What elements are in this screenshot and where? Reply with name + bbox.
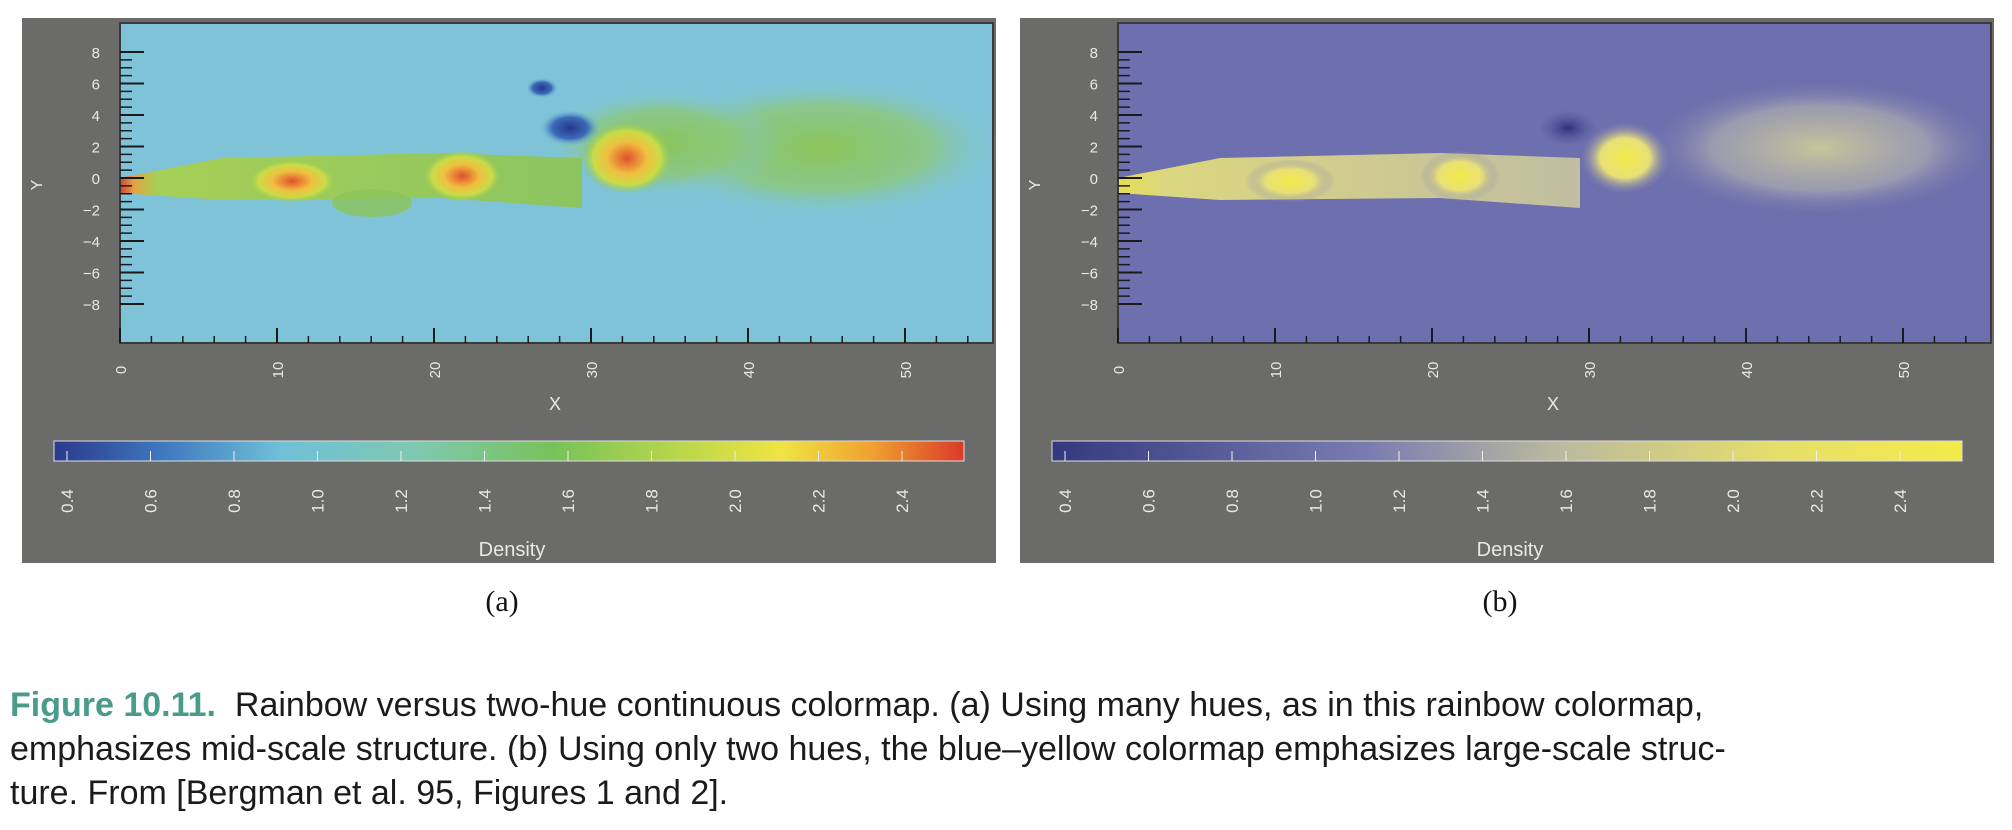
density-blob-b1 <box>1245 159 1335 203</box>
y-tick-label: −4 <box>83 234 100 251</box>
colorbar-tick-label: 0.8 <box>225 489 244 513</box>
x-tick-label: 30 <box>584 362 601 379</box>
y-tick-label: 4 <box>92 108 100 125</box>
colorbar-tick-label: 2.0 <box>726 489 745 513</box>
figure-caption: Figure 10.11. Rainbow versus two-hue con… <box>10 683 2005 815</box>
y-axis-label-a: Y <box>29 179 46 190</box>
x-tick-label: 40 <box>741 362 758 379</box>
colorbar-a <box>53 440 965 462</box>
x-tick-label: 0 <box>113 366 130 374</box>
colorbar-tick-label: 1.8 <box>643 489 662 513</box>
y-tick-label: 6 <box>92 77 100 94</box>
colorbar-tick-label: 1.4 <box>1474 489 1493 513</box>
colorbar-tick-label: 0.4 <box>1056 489 1075 513</box>
panel-a-rainbow-plot: 8 6 4 2 0 −2 −4 −6 −8 0 10 20 30 40 50 X Y 0.4 0.6 0.8 1.… <box>22 18 996 563</box>
y-tick-label: 4 <box>1090 108 1098 125</box>
y-tick-label: 6 <box>1090 77 1098 94</box>
vortex-low-a <box>540 110 600 146</box>
x-tick-label: 20 <box>427 362 444 379</box>
vortex-low-a2 <box>526 78 558 98</box>
wake-plume-b <box>1640 78 1994 218</box>
colorbar-tick-label: 0.4 <box>58 489 77 513</box>
density-blob-b2 <box>1420 150 1500 202</box>
colorbar-tick-label: 0.6 <box>142 489 161 513</box>
x-axis-label-a: X <box>549 394 561 414</box>
y-tick-label: 2 <box>1090 140 1098 157</box>
colorbar-tick-label: 2.2 <box>810 489 829 513</box>
density-blob-a2 <box>422 150 502 202</box>
density-lobe-a <box>332 189 412 217</box>
x-tick-label: 10 <box>1268 362 1285 379</box>
colorbar-label-a: Density <box>479 539 546 561</box>
x-tick-label: 0 <box>1111 366 1128 374</box>
colorbar-tick-label: 1.0 <box>309 489 328 513</box>
y-tick-label: 0 <box>92 171 100 188</box>
colorbar-b <box>1051 440 1963 462</box>
colorbar-ticks-a: 0.4 0.6 0.8 1.0 1.2 1.4 1.6 1.8 2.0 2.2 2.4 <box>58 451 912 513</box>
y-tick-label: 2 <box>92 140 100 157</box>
caption-line-2: emphasizes mid-scale structure. (b) Usin… <box>10 730 1726 768</box>
colorbar-tick-label: 0.6 <box>1140 489 1159 513</box>
vortex-low-b <box>1538 110 1598 146</box>
panel-b-blue-yellow-plot: 8 6 4 2 0 −2 −4 −6 −8 0 10 20 30 40 50 X Y 0.4 0.6 0.8 1.… <box>1020 18 1994 563</box>
x-tick-label: 10 <box>270 362 287 379</box>
colorbar-label-b: Density <box>1477 539 1544 561</box>
x-tick-label: 30 <box>1582 362 1599 379</box>
y-axis-label-b: Y <box>1027 179 1044 190</box>
colorbar-tick-label: 1.4 <box>476 489 495 513</box>
x-tick-label: 40 <box>1739 362 1756 379</box>
y-tick-label: −2 <box>83 203 100 220</box>
caption-line-3: ture. From [Bergman et al. 95, Figures 1… <box>10 774 729 812</box>
x-axis-label-b: X <box>1547 394 1559 414</box>
y-tick-label: 8 <box>1090 45 1098 62</box>
subfigure-label-a: (a) <box>485 585 519 618</box>
density-blob-a3 <box>582 122 672 194</box>
colorbar-tick-label: 2.0 <box>1724 489 1743 513</box>
colorbar-tick-label: 1.6 <box>559 489 578 513</box>
colorbar-tick-label: 1.6 <box>1557 489 1576 513</box>
y-tick-label: −6 <box>83 266 100 283</box>
caption-text-1: Rainbow versus two-hue continuous colorm… <box>234 686 1704 724</box>
y-tick-label: −8 <box>1081 297 1098 314</box>
y-tick-label: −4 <box>1081 234 1098 251</box>
colorbar-tick-label: 1.2 <box>1390 489 1409 513</box>
caption-line-1: Figure 10.11. Rainbow versus two-hue con… <box>10 683 2005 727</box>
colorbar-tick-label: 2.4 <box>893 489 912 513</box>
colorbar-tick-label: 2.2 <box>1808 489 1827 513</box>
y-tick-label: −8 <box>83 297 100 314</box>
y-tick-label: −6 <box>1081 266 1098 283</box>
x-tick-label: 20 <box>1425 362 1442 379</box>
colorbar-tick-label: 0.8 <box>1223 489 1242 513</box>
y-tick-label: 0 <box>1090 171 1098 188</box>
x-tick-label: 50 <box>898 362 915 379</box>
x-tick-label: 50 <box>1896 362 1913 379</box>
colorbar-tick-label: 1.2 <box>392 489 411 513</box>
colorbar-tick-label: 2.4 <box>1891 489 1910 513</box>
density-blob-a1 <box>247 159 337 203</box>
colorbar-ticks-b: 0.4 0.6 0.8 1.0 1.2 1.4 1.6 1.8 2.0 2.2 2.4 <box>1056 451 1910 513</box>
colorbar-tick-label: 1.8 <box>1641 489 1660 513</box>
y-tick-label: 8 <box>92 45 100 62</box>
colorbar-tick-label: 1.0 <box>1307 489 1326 513</box>
subfigure-label-b: (b) <box>1482 585 1518 618</box>
y-tick-label: −2 <box>1081 203 1098 220</box>
density-blob-b3 <box>1580 122 1670 194</box>
figure-number: Figure 10.11. <box>10 686 216 724</box>
